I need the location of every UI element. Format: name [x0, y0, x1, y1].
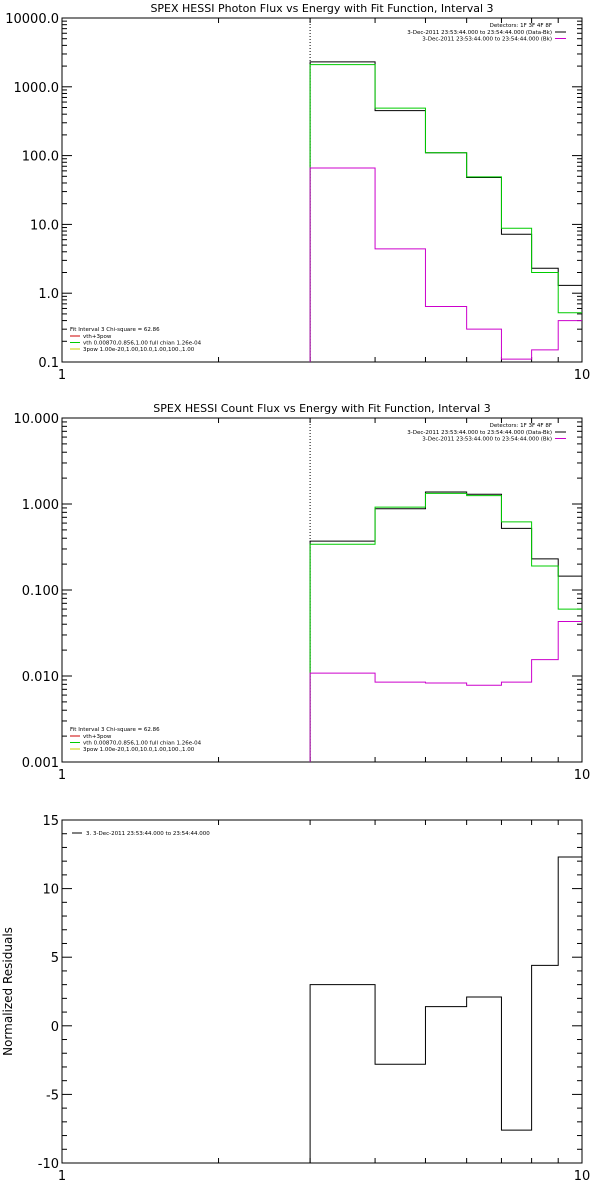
series-1-histogram — [309, 491, 582, 762]
legend-header: Fit Interval 3 Chi-square = 62.86 — [70, 727, 160, 733]
legend-entry-label: vth 0.00870,0.856,1.00 full chian 1.26e-… — [83, 741, 202, 747]
plot-frame — [61, 819, 583, 1164]
y-tick-label: 0.100 — [22, 584, 59, 599]
x-tick-label: 10 — [574, 768, 591, 783]
series-3-histogram — [309, 621, 582, 762]
legend-top: 3. 3-Dec-2011 23:53:44.000 to 23:54:44.0… — [72, 831, 210, 837]
series-2-histogram — [309, 64, 582, 362]
legend-entry-label: vth 0.00870,0.856,1.00 full chian 1.26e-… — [83, 341, 202, 347]
legend-entry-label: vth+3pow — [83, 334, 112, 340]
legend-top: Detectors: 1F 3F 4F 8F3-Dec-2011 23:53:4… — [407, 23, 566, 43]
legend-entry-label: vth+3pow — [83, 734, 112, 740]
y-tick-label: 1.000 — [22, 498, 59, 513]
plot-frame — [61, 417, 583, 763]
chart-title: SPEX HESSI Count Flux vs Energy with Fit… — [153, 402, 490, 415]
y-tick-label: 100.0 — [22, 150, 59, 165]
legend-entry-label: 3-Dec-2011 23:53:44.000 to 23:54:44.000 … — [407, 430, 552, 436]
y-tick-label: 1000.0 — [14, 81, 60, 96]
y-tick-label: 5 — [51, 951, 59, 966]
y-tick-label: 0.010 — [22, 670, 59, 685]
y-tick-label: 0 — [51, 1020, 59, 1035]
y-tick-label: 10.0 — [30, 218, 59, 233]
legend-entry-label: 3-Dec-2011 23:53:44.000 to 23:54:44.000 … — [422, 437, 552, 443]
x-tick-label: 10 — [574, 368, 591, 383]
y-tick-label: 10000.0 — [5, 12, 59, 27]
x-tick-label: 1 — [58, 1169, 66, 1184]
legend-header: Detectors: 1F 3F 4F 8F — [490, 423, 552, 429]
chart-title: SPEX HESSI Photon Flux vs Energy with Fi… — [150, 2, 493, 15]
legend-entry-label: 3pow 1.00e-20,1.00,10.0,1.00,100.,1.00 — [83, 747, 195, 753]
panel-2: SPEX HESSI Count Flux vs Energy with Fit… — [14, 402, 591, 783]
x-tick-label: 1 — [58, 368, 66, 383]
panel-3: Normalized Residuals 1 10 -10 -5 0 5 10 15 3. 3-D… — [1, 814, 590, 1184]
legend-entry-label: 3-Dec-2011 23:53:44.000 to 23:54:44.000 … — [407, 30, 552, 36]
y-axis-label: Normalized Residuals — [1, 927, 15, 1056]
series-1-histogram — [309, 61, 582, 362]
y-tick-label: 1.0 — [38, 287, 59, 302]
legend-entry-label: 3. 3-Dec-2011 23:53:44.000 to 23:54:44.0… — [86, 831, 210, 837]
y-tick-label: 15 — [42, 814, 59, 829]
legend-bottom: Fit Interval 3 Chi-square = 62.86vth+3po… — [70, 727, 202, 753]
panel-1: SPEX HESSI Photon Flux vs Energy with Fi… — [5, 2, 590, 383]
legend-entry-label: 3pow 1.00e-20,1.00,10.0,1.00,100.,1.00 — [83, 347, 195, 353]
legend-top: Detectors: 1F 3F 4F 8F3-Dec-2011 23:53:4… — [407, 423, 566, 443]
y-tick-label: 0.1 — [38, 356, 59, 371]
plot-frame — [61, 17, 583, 363]
y-tick-label: 0.001 — [22, 756, 59, 771]
x-tick-label: 1 — [58, 768, 66, 783]
y-tick-label: -5 — [46, 1088, 59, 1103]
legend-bottom: Fit Interval 3 Chi-square = 62.86vth+3po… — [70, 327, 202, 353]
legend-entry-label: 3-Dec-2011 23:53:44.000 to 23:54:44.000 … — [422, 37, 552, 43]
y-tick-label: 10 — [42, 883, 59, 898]
series-1-histogram — [309, 856, 582, 1163]
y-tick-label: -10 — [38, 1157, 59, 1172]
series-2-histogram — [309, 492, 582, 762]
series-3-histogram — [309, 167, 582, 362]
legend-header: Fit Interval 3 Chi-square = 62.86 — [70, 327, 160, 333]
x-tick-label: 10 — [574, 1169, 591, 1184]
y-tick-label: 10.000 — [14, 412, 60, 427]
legend-header: Detectors: 1F 3F 4F 8F — [490, 23, 552, 29]
